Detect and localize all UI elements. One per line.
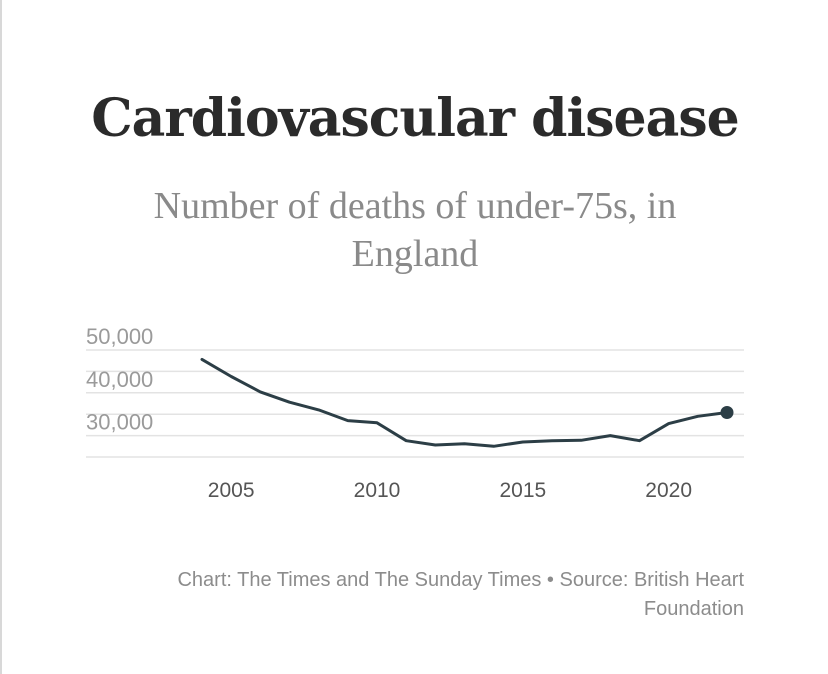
line-chart: 30,000 40,000 50,000 2005 2010 2015 2020 — [86, 324, 744, 502]
x-tick-label: 2010 — [354, 479, 401, 502]
grid-lines — [86, 349, 744, 458]
chart-source-credit: Chart: The Times and The Sunday Times • … — [177, 569, 744, 620]
x-tick-label: 2020 — [645, 479, 692, 502]
x-tick-label: 2005 — [208, 479, 255, 502]
chart-subtitle: Number of deaths of under-75s, in Englan… — [153, 185, 677, 275]
y-tick-label: 40,000 — [86, 367, 153, 392]
series-end-point — [720, 405, 734, 419]
series-line — [200, 357, 729, 448]
series-layer — [200, 357, 734, 448]
x-axis-ticks: 2005 2010 2015 2020 — [208, 479, 692, 502]
y-tick-label: 50,000 — [86, 324, 153, 349]
y-axis-ticks: 30,000 40,000 50,000 — [86, 324, 153, 435]
chart-title: Cardiovascular disease — [91, 88, 739, 149]
x-tick-label: 2015 — [499, 479, 546, 502]
y-tick-label: 30,000 — [86, 410, 153, 435]
